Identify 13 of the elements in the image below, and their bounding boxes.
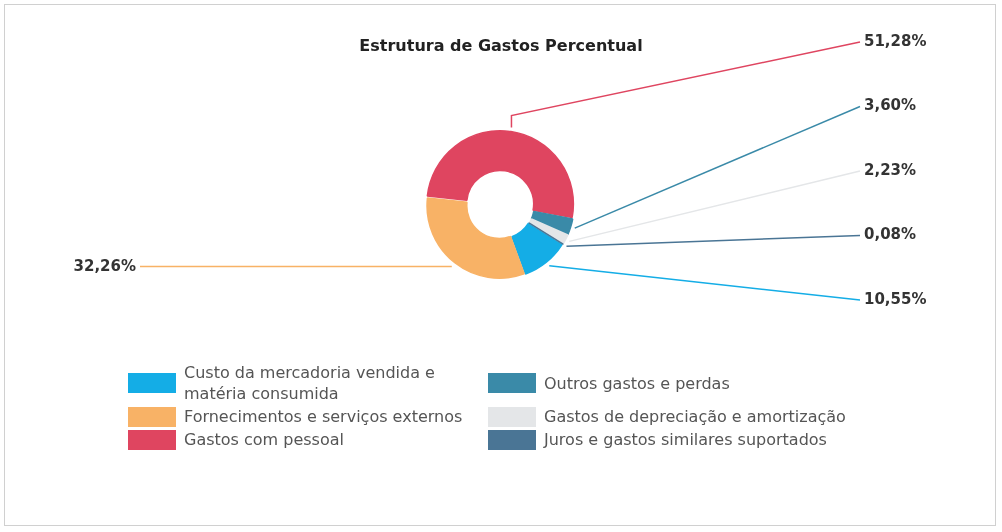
data-label: 0,08% <box>864 225 917 244</box>
data-label: 10,55% <box>864 289 927 308</box>
legend-label: Gastos com pessoal <box>184 429 344 450</box>
legend-label: Custo da mercadoria vendida e matéria consumida <box>184 362 436 404</box>
data-label: 51,28% <box>864 31 927 50</box>
legend-label: Outros gastos e perdas <box>544 372 730 394</box>
data-label: 2,23% <box>864 160 917 179</box>
legend-label: Gastos de depreciação e amortização <box>544 406 846 427</box>
data-label: 32,26% <box>73 256 136 275</box>
chart-title: Estrutura de Gastos Percentual <box>359 36 643 55</box>
legend-label: Fornecimentos e serviços externos <box>184 406 463 427</box>
legend-label: Juros e gastos similares suportados <box>544 429 827 450</box>
data-label: 3,60% <box>864 96 917 115</box>
